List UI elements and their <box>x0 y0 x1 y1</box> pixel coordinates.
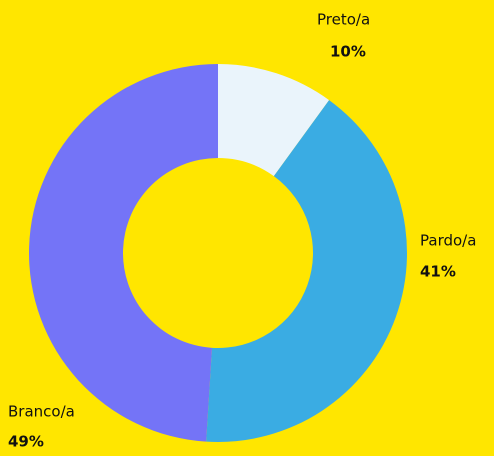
slice-value-label: 41% <box>420 263 456 281</box>
slice-label: Preto/a <box>317 11 370 29</box>
donut-slice <box>218 64 330 177</box>
slice-label: Branco/a <box>8 403 75 421</box>
slice-label: Pardo/a <box>420 232 476 250</box>
donut-slice <box>206 100 407 442</box>
slice-value-label: 49% <box>8 433 44 451</box>
donut-slice <box>29 64 218 442</box>
slice-value-label: 10% <box>330 43 366 61</box>
